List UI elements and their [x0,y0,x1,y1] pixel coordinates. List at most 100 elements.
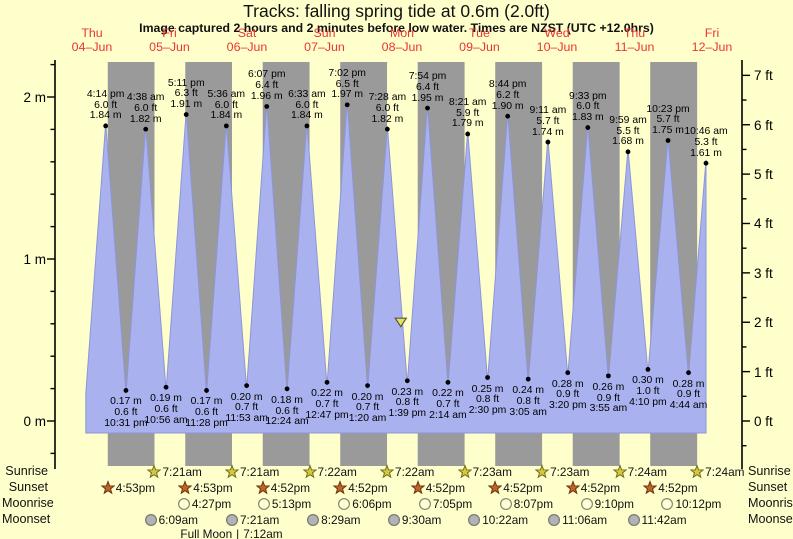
almanac-row-label-right: Sunset [748,480,788,494]
high-tide-dot [304,123,310,129]
high-tide-annotation: 7:54 pm 6.4 ft 1.95 m [396,71,460,104]
sunset-star-icon [333,480,348,495]
y-axis-label-ft: 6 ft [754,117,773,133]
annotation-line: 5.7 ft [536,115,560,127]
moonset-time: 9:30am [401,512,442,527]
sunset-entry: 4:53pm [100,480,156,495]
full-moon-separator: | [236,527,240,539]
moonrise-entry: 10:12pm [660,496,721,511]
sunrise-entry: 7:21am [224,464,279,479]
annotation-line: 6.0 ft [295,99,319,111]
annotation-line: 4:38 am [126,92,165,104]
day-date: 06–Jun [226,39,268,54]
moonrise-circle [257,497,270,511]
low-tide-dot [163,384,169,390]
sunrise-entry: 7:23am [535,464,589,479]
moonset-entry: 7:21am [225,512,279,527]
almanac-row-label-right: Moonset [748,512,793,526]
moonrise-circle-icon [177,497,190,511]
sunset-time: 4:53pm [115,480,156,495]
annotation-line: 0.24 m [512,385,545,397]
moonrise-entry: 6:06pm [337,496,392,511]
y-axis-label-m: 0 m [23,414,46,429]
moonset-time: 8:29am [321,512,361,527]
annotation-line: 10:46 am [684,126,728,138]
low-tide-annotation: 0.17 m 0.6 ft 10:31 pm [94,397,158,429]
sunset-entry: 4:52pm [643,480,698,495]
low-tide-dot [485,375,490,380]
annotation-line: 0.28 m [672,378,705,390]
annotation-line: 0.9 ft [556,389,580,401]
full-moon-time: 7:12am [243,527,283,539]
annotation-line: 0.18 m [271,394,303,406]
low-tide-annotation: 0.20 m 0.7 ft 1:20 am [336,392,400,425]
moonset-entry: 6:09am [144,512,198,527]
annotation-line: 0.7 ft [436,399,460,411]
sunrise-star [380,464,395,479]
moonset-circle-icon [387,513,400,527]
annotation-line: 4:10 pm [629,396,667,408]
sunrise-star [612,464,627,479]
moonset-circle-icon [144,513,157,527]
high-tide-dot [425,105,430,111]
low-tide-annotation: 0.24 m 0.8 ft 3:05 am [496,385,560,418]
annotation-line: 6.4 ft [415,81,440,93]
sunset-star-icon [178,480,193,495]
annotation-line: 5.9 ft [456,107,480,119]
moonrise-time: 8:07pm [513,496,554,511]
day-date: 08–Jun [381,39,423,54]
annotation-line: 1.90 m [491,100,524,112]
sunrise-time: 7:22am [317,464,357,479]
sunset-star-icon [100,480,115,495]
sunrise-star [224,464,239,479]
annotation-line: 11:28 pm [185,417,228,429]
annotation-line: 1.74 m [532,126,564,138]
sunrise-time: 7:23am [472,464,512,479]
sunset-time: 4:53pm [193,480,233,495]
tide-area [85,101,707,434]
high-tide-annotation: 7:02 pm 6.5 ft 1.97 m [315,68,379,101]
moonrise-circle [177,497,190,511]
moonset-circle [307,513,320,527]
moonset-time: 7:21am [239,512,280,527]
moonrise-time: 4:27pm [191,496,232,511]
annotation-line: 5.3 ft [694,136,718,148]
annotation-line: 0.23 m [391,386,424,398]
sunset-entry: 4:52pm [255,480,310,495]
moonset-circle [627,513,640,527]
sunrise-star-icon [224,464,239,479]
sunrise-star-icon [612,464,627,479]
sunrise-entry: 7:24am [690,464,745,479]
low-tide-annotation: 0.22 m 0.7 ft 12:47 pm [295,389,359,421]
sunrise-star [302,464,317,479]
sunset-time: 4:52pm [658,480,698,495]
annotation-line: 9:11 am [529,105,567,117]
y-axis-label-ft: 4 ft [754,216,773,232]
day-label: Tue 09–Jun [441,26,519,54]
annotation-line: 1.96 m [250,90,283,102]
almanac-row-label-right: Sunrise [748,464,791,478]
almanac-row-label-left: Moonrise [2,496,54,510]
day-label: Thu 04–Jun [53,26,131,54]
annotation-line: 1.75 m [652,124,684,136]
sunrise-time: 7:23am [550,464,590,479]
day-of-week: Fri [704,26,720,40]
sunset-time: 4:52pm [348,480,388,495]
high-tide-annotation: 5:11 pm 6.3 ft 1.91 m [154,78,218,111]
moonrise-circle [499,497,512,511]
day-date: 11–Jun [614,39,655,54]
low-tide-dot [244,383,250,388]
y-axis-label-ft: 0 ft [754,414,773,429]
annotation-line: 0.9 ft [676,389,701,401]
annotation-line: 3:20 pm [548,400,587,412]
annotation-line: 1.97 m [331,89,364,101]
full-moon-note: Full Moon | 7:12am [152,527,312,539]
sunset-star [255,480,270,495]
sunrise-entry: 7:23am [457,464,512,479]
sunrise-entry: 7:21am [147,464,202,479]
y-axis-label-ft: 7 ft [754,68,773,84]
sunrise-time: 7:22am [395,464,435,479]
moonset-entry: 11:42am [627,512,687,527]
sunset-star [410,480,425,495]
